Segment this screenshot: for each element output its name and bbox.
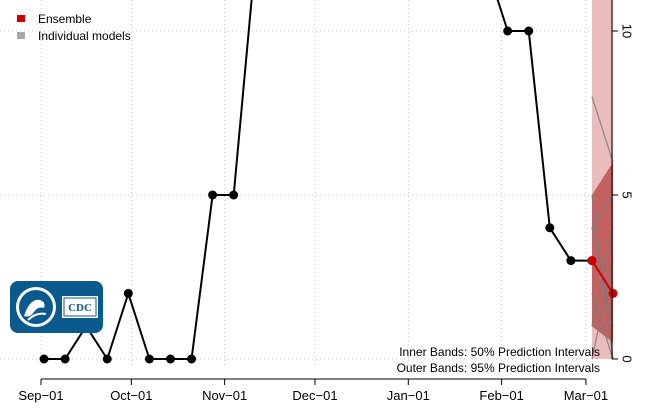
ensemble-point-0 (587, 256, 597, 266)
x-tick-label-0: Sep−01 (18, 388, 63, 403)
observed-point-3 (102, 354, 112, 364)
y-tick-label-1: 5 (620, 191, 635, 198)
observed-point-4 (123, 288, 133, 298)
legend-label-ensemble: Ensemble (38, 12, 92, 26)
ensemble-point-1 (608, 288, 618, 298)
model-line-5 (591, 260, 614, 360)
observed-point-18 (566, 256, 576, 266)
inner-band (591, 162, 614, 343)
x-tick-label-3: Dec−01 (292, 388, 337, 403)
x-tick-label-5: Feb−01 (479, 388, 523, 403)
observed-point-1 (60, 354, 70, 364)
x-tick-label-4: Jan−01 (387, 388, 430, 403)
observed-point-5 (144, 354, 154, 364)
x-tick-label-6: Mar−01 (564, 388, 608, 403)
observed-point-9 (229, 190, 239, 200)
observed-line (44, 0, 592, 360)
observed-point-6 (165, 354, 175, 364)
x-tick-label-2: Nov−01 (202, 388, 247, 403)
observed-point-16 (524, 26, 534, 36)
axes: Sep−01 Oct−01 Nov−01 Dec−01 Jan−01 Feb−01 Mar−… (18, 0, 635, 403)
band-notes: Inner Bands: 50% Prediction Intervals Ou… (397, 345, 600, 375)
y-tick-label-2: 10 (620, 24, 635, 38)
ensemble-series (587, 256, 618, 298)
x-tick-label-1: Oct−01 (110, 388, 152, 403)
legend-label-individual-models: Individual models (38, 29, 131, 43)
observed-point-8 (208, 190, 218, 200)
ensemble-line (591, 260, 614, 294)
legend-swatch-individual-models (17, 32, 25, 39)
legend: Ensemble Individual models (17, 12, 131, 43)
cdc-logo: CDC (10, 281, 103, 333)
outer-band-note: Outer Bands: 95% Prediction Intervals (397, 361, 600, 375)
model-line-6 (591, 293, 614, 360)
y-tick-label-0: 0 (620, 355, 635, 362)
cdc-wordmark: CDC (68, 302, 92, 314)
observed-series (39, 0, 597, 364)
observed-point-17 (545, 223, 555, 233)
legend-swatch-ensemble (17, 15, 25, 22)
observed-point-7 (187, 354, 197, 364)
cdc-wordmark-box (62, 296, 98, 318)
model-line-0 (591, 96, 614, 163)
observed-point-0 (39, 354, 49, 364)
observed-point-15 (503, 26, 513, 36)
inner-band-note: Inner Bands: 50% Prediction Intervals (399, 345, 600, 359)
